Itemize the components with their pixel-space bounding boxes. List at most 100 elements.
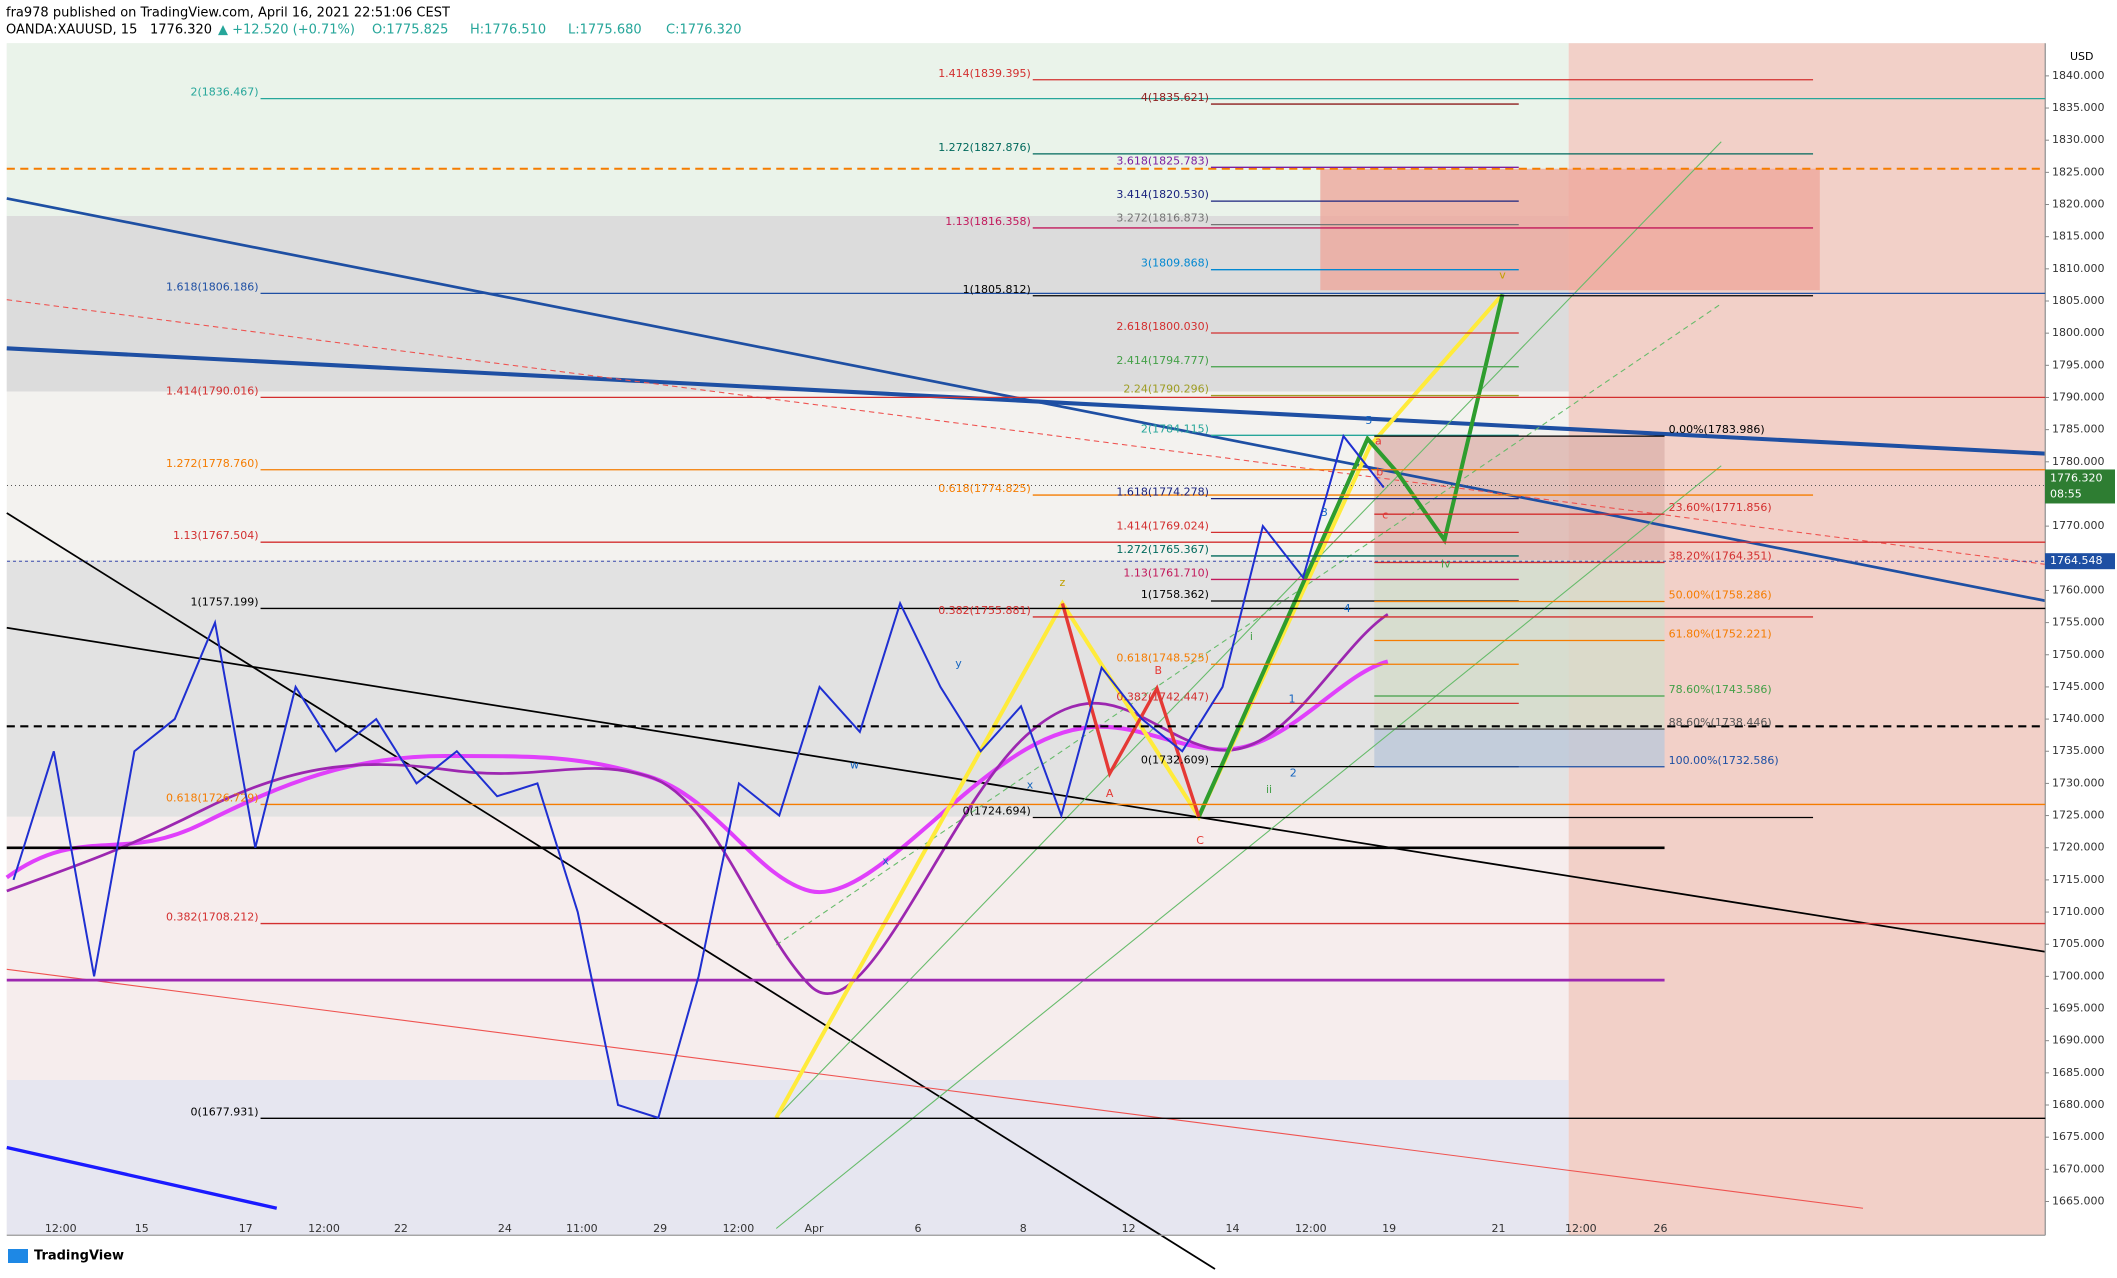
zone [6, 43, 1569, 217]
trendline [6, 626, 2046, 953]
fib-label: 0(1677.931) [190, 1105, 258, 1118]
x-tick-label: 6 [915, 1222, 922, 1235]
wave-label: ii [1266, 783, 1272, 796]
fib-label: 1.13(1767.504) [173, 529, 259, 542]
y-tick-label: 1715.000 [2052, 873, 2105, 886]
y-tick-label: 1720.000 [2052, 841, 2105, 854]
x-tick-label: 15 [135, 1222, 149, 1235]
fib-label: 23.60%(1771.856) [1669, 501, 1772, 514]
y-tick-label: 1740.000 [2052, 712, 2105, 725]
last: 1776.320 [150, 23, 212, 38]
y-tick-label: 1830.000 [2052, 133, 2105, 146]
y-tick-label: 1735.000 [2052, 744, 2105, 757]
y-tick-label: 1825.000 [2052, 165, 2105, 178]
y-tick-label: 1770.000 [2052, 519, 2105, 532]
box [1374, 729, 1665, 767]
y-tick-label: 1670.000 [2052, 1162, 2105, 1175]
fib-label: 0.00%(1783.986) [1669, 423, 1765, 436]
wave-label: a [1375, 434, 1382, 447]
fib-label: 100.00%(1732.586) [1669, 754, 1779, 767]
wave-label: 1 [1288, 692, 1295, 705]
publish-info: fra978 published on TradingView.com, Apr… [6, 6, 450, 21]
fib-label: 3(1809.868) [1141, 257, 1209, 270]
fib-label: 0.618(1726.729) [166, 791, 259, 804]
fib-label: 0(1732.609) [1141, 754, 1209, 767]
y-tick-label: 1665.000 [2052, 1194, 2105, 1207]
fib-label: 1.272(1778.760) [166, 457, 259, 470]
low: L:1775.680 [568, 23, 642, 38]
close: C:1776.320 [666, 23, 742, 38]
y-tick-label: 1705.000 [2052, 937, 2105, 950]
y-tick-label: 1785.000 [2052, 423, 2105, 436]
logo [8, 1249, 28, 1263]
x-tick-label: 24 [498, 1222, 512, 1235]
y-tick-label: 1780.000 [2052, 455, 2105, 468]
y-tick-label: 1690.000 [2052, 1034, 2105, 1047]
fib-label: 0.618(1748.525) [1116, 651, 1209, 664]
fib-label: 1.414(1769.024) [1116, 519, 1209, 532]
y-tick-label: 1675.000 [2052, 1130, 2105, 1143]
x-tick-label: 17 [239, 1222, 253, 1235]
fib-label: 2(1836.467) [190, 86, 258, 99]
wave-label: B [1155, 664, 1163, 677]
x-tick-label: 21 [1492, 1222, 1506, 1235]
wave-label: c [1382, 509, 1388, 522]
wave-label: 5 [1365, 414, 1372, 427]
x-tick-label: 12:00 [45, 1222, 77, 1235]
fib-label: 1(1805.812) [963, 283, 1031, 296]
zone [6, 560, 1569, 817]
wave-label: 4 [1344, 602, 1351, 615]
channel [775, 141, 1722, 1119]
y-tick-label: 1840.000 [2052, 69, 2105, 82]
wave-label: 2 [1290, 767, 1297, 780]
drawings [5, 43, 2046, 1270]
wave-label: A [1106, 787, 1114, 800]
y-tick-label: 1815.000 [2052, 230, 2105, 243]
moving-average [6, 613, 1389, 995]
wave-label: x [882, 854, 889, 867]
fib-label: 2.414(1794.777) [1116, 354, 1209, 367]
wave-label: y [955, 657, 962, 670]
y-tick-label: 1700.000 [2052, 969, 2105, 982]
symbol: OANDA:XAUUSD, 15 [6, 23, 137, 38]
y-tick-label: 1745.000 [2052, 680, 2105, 693]
fib-label: 0.382(1708.212) [166, 911, 259, 924]
y-tick-label: 1835.000 [2052, 101, 2105, 114]
y-tick-label: 1710.000 [2052, 905, 2105, 918]
box [1374, 560, 1665, 729]
fib-label: 2.618(1800.030) [1116, 320, 1209, 333]
price-line [12, 433, 1385, 1120]
wave-label: C [1196, 834, 1204, 847]
x-tick-label: 12:00 [308, 1222, 340, 1235]
y-tick-label: 1805.000 [2052, 294, 2105, 307]
fib-label: 1.13(1761.710) [1123, 566, 1209, 579]
change: ▲ +12.520 (+0.71%) [218, 23, 355, 38]
fib-label: 2(1784.115) [1141, 422, 1209, 435]
last-price: 1776.320 [2050, 471, 2103, 484]
fib-label: 3.618(1825.783) [1116, 154, 1209, 167]
fib-label: 61.80%(1752.221) [1669, 627, 1772, 640]
x-tick-label: 8 [1020, 1222, 1027, 1235]
x-tick-label: 19 [1382, 1222, 1396, 1235]
x-tick-label: 11:00 [566, 1222, 598, 1235]
fib-label: 78.60%(1743.586) [1669, 683, 1772, 696]
x-tick-label: 14 [1226, 1222, 1240, 1235]
trendline [6, 197, 2046, 603]
fib-label: 50.00%(1758.286) [1669, 588, 1772, 601]
y-tick-label: 1760.000 [2052, 583, 2105, 596]
y-tick-label: 1730.000 [2052, 776, 2105, 789]
target-box [1320, 168, 1820, 291]
y-tick-label: 1685.000 [2052, 1066, 2105, 1079]
fib-label: 3.272(1816.873) [1116, 212, 1209, 225]
fib-label: 0.382(1742.447) [1116, 690, 1209, 703]
fib-label: 3.414(1820.530) [1116, 188, 1209, 201]
y-tick-label: 1755.000 [2052, 616, 2105, 629]
wave-label: 3 [1321, 506, 1328, 519]
countdown: 08:55 [2050, 487, 2082, 500]
x-tick-label: Apr [805, 1222, 825, 1235]
x-tick-label: 12:00 [1565, 1222, 1597, 1235]
wave-label: iv [1441, 557, 1451, 570]
fib-label: 1(1757.199) [190, 595, 258, 608]
zone [6, 1080, 1569, 1236]
